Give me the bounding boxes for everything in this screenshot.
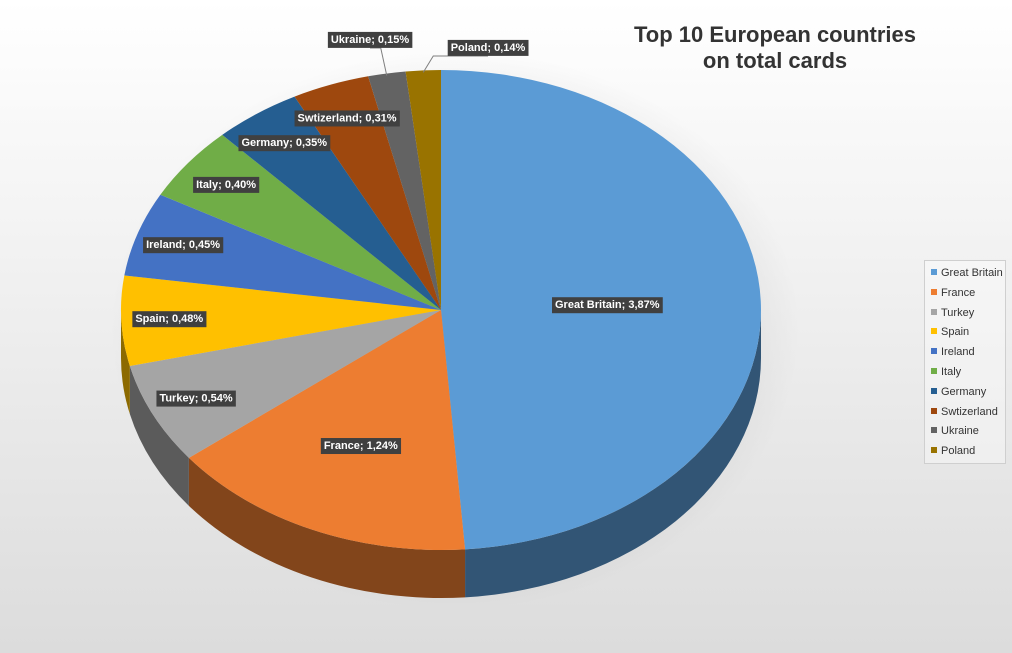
data-label-poland: Poland; 0,14% xyxy=(447,39,529,56)
chart-title-line-1: Top 10 European countries xyxy=(634,22,916,47)
data-label-ireland: Ireland; 0,45% xyxy=(143,237,224,254)
svg-text:Turkey; 0,54%: Turkey; 0,54% xyxy=(159,393,232,405)
pie-sides xyxy=(121,310,761,599)
pie-slice-swtizerland xyxy=(294,76,441,310)
svg-text:Spain; 0,48%: Spain; 0,48% xyxy=(135,313,203,325)
leader-lines xyxy=(370,47,488,76)
svg-text:Great Britain; 3,87%: Great Britain; 3,87% xyxy=(555,299,660,311)
legend-label: Swtizerland xyxy=(941,405,998,418)
legend-item-swtizerland: Swtizerland xyxy=(931,403,998,421)
svg-text:Italy; 0,40%: Italy; 0,40% xyxy=(196,179,256,191)
legend-swatch xyxy=(931,308,937,315)
legend-item-great-britain: Great Britain xyxy=(931,264,1003,282)
legend-swatch xyxy=(931,368,937,375)
chart-title: Top 10 European countries on total cards xyxy=(600,22,950,74)
legend: Great Britain France Turkey Spain Ireland Ita… xyxy=(924,260,1006,464)
pie-side-spain xyxy=(121,310,130,415)
legend-label: Turkey xyxy=(941,306,975,319)
svg-text:Ukraine; 0,15%: Ukraine; 0,15% xyxy=(331,34,409,46)
legend-label: Ireland xyxy=(941,346,975,359)
pie-slice-spain xyxy=(121,275,442,367)
legend-swatch xyxy=(931,328,937,335)
pie-tops xyxy=(121,70,762,550)
svg-text:Ireland; 0,45%: Ireland; 0,45% xyxy=(146,239,220,251)
pie-slice-france xyxy=(188,310,466,550)
pie-slice-ireland xyxy=(124,194,441,310)
legend-item-poland: Poland xyxy=(931,442,975,460)
data-label-germany: Germany; 0,35% xyxy=(238,135,331,152)
data-label-ukraine: Ukraine; 0,15% xyxy=(327,31,413,48)
svg-text:France; 1,24%: France; 1,24% xyxy=(324,440,398,452)
legend-item-ireland: Ireland xyxy=(931,343,975,361)
pie-slice-poland xyxy=(405,70,441,310)
data-label-france: France; 1,24% xyxy=(320,438,402,455)
legend-label: Spain xyxy=(941,326,970,339)
legend-swatch xyxy=(931,447,937,454)
legend-swatch xyxy=(931,269,937,276)
pie-slice-turkey xyxy=(129,310,441,458)
data-label-swtizerland: Swtizerland; 0,31% xyxy=(294,110,400,127)
data-labels: Great Britain; 3,87% France; 1,24% Turkey;… xyxy=(132,31,663,455)
legend-item-ukraine: Ukraine xyxy=(931,422,979,440)
svg-text:Swtizerland; 0,31%: Swtizerland; 0,31% xyxy=(298,112,397,124)
legend-item-spain: Spain xyxy=(931,323,969,341)
pie-side-turkey xyxy=(129,366,189,506)
legend-label: Germany xyxy=(941,385,987,398)
pie-side-great-britain xyxy=(465,310,761,598)
legend-label: Great Britain xyxy=(941,267,1003,279)
legend-swatch xyxy=(931,427,937,434)
chart-title-line-2: on total cards xyxy=(702,48,848,73)
legend-swatch xyxy=(931,348,937,355)
svg-text:Germany; 0,35%: Germany; 0,35% xyxy=(241,137,327,149)
legend-item-turkey: Turkey xyxy=(931,304,974,322)
pie-side-france xyxy=(188,457,466,599)
legend-label: Italy xyxy=(941,366,962,378)
leader-line-poland xyxy=(422,55,488,73)
legend-label: Ukraine xyxy=(941,425,979,438)
legend-item-france: France xyxy=(931,284,975,302)
legend-label: Poland xyxy=(941,445,976,458)
data-label-italy: Italy; 0,40% xyxy=(193,176,260,193)
data-label-spain: Spain; 0,48% xyxy=(132,311,207,328)
legend-item-germany: Germany xyxy=(931,383,986,401)
data-label-great-britain: Great Britain; 3,87% xyxy=(552,297,663,314)
pie-slice-ukraine xyxy=(368,71,441,311)
legend-swatch xyxy=(931,407,937,414)
legend-swatch xyxy=(931,387,937,394)
data-label-turkey: Turkey; 0,54% xyxy=(156,390,236,407)
leader-line-ukraine xyxy=(370,47,388,76)
svg-text:Poland; 0,14%: Poland; 0,14% xyxy=(451,42,526,54)
legend-item-italy: Italy xyxy=(931,363,961,381)
legend-swatch xyxy=(931,288,937,295)
legend-label: France xyxy=(941,286,976,299)
